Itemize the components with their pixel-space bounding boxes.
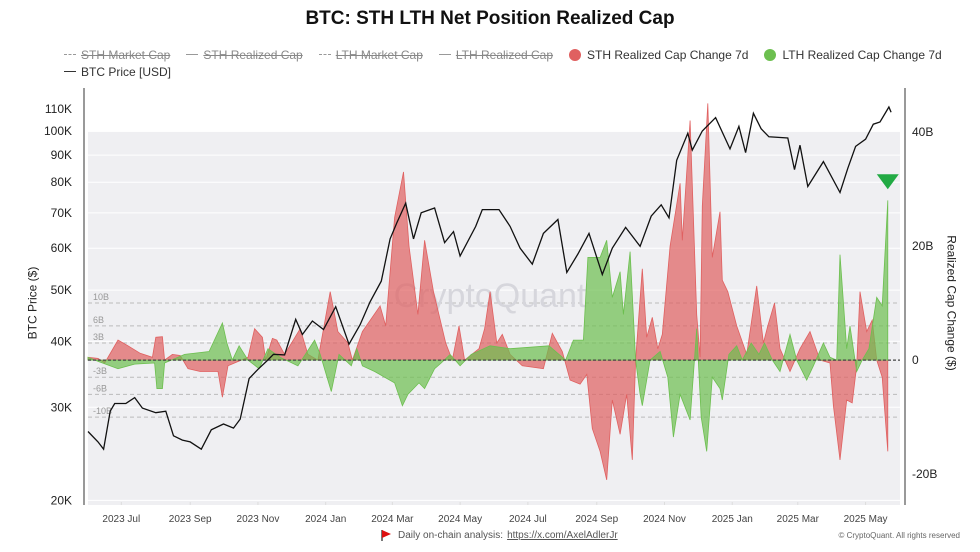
legend-label: STH Market Cap <box>81 47 171 62</box>
x-tick-label: 2024 Sep <box>575 514 618 525</box>
reference-line-label: -3B <box>93 366 107 376</box>
left-tick-label: 80K <box>51 175 72 189</box>
right-axis-title: Realized Cap Change ($) <box>944 235 959 371</box>
x-tick-label: 2024 Jul <box>509 514 547 525</box>
legend-item[interactable]: STH Realized Cap Change 7d <box>569 48 748 62</box>
legend-line-icon <box>318 54 331 55</box>
left-tick-label: 30K <box>51 400 72 414</box>
left-tick-label: 40K <box>51 334 72 348</box>
legend-line-icon <box>64 54 76 55</box>
x-tick-label: 2024 Nov <box>643 514 686 525</box>
x-tick-label: 2024 May <box>438 514 482 525</box>
legend-label: BTC Price [USD] <box>81 64 172 79</box>
footer-link[interactable]: https://x.com/AxelAdlerJr <box>507 529 618 541</box>
legend-item[interactable]: STH Market Cap <box>64 48 170 62</box>
legend-item[interactable]: BTC Price [USD] <box>64 65 171 79</box>
legend-item[interactable]: LTH Market Cap <box>318 47 423 62</box>
area-lth-realized-cap-change-7d <box>87 200 889 452</box>
flag-icon <box>381 530 391 541</box>
legend-item[interactable]: LTH Realized Cap Change 7d <box>764 47 942 62</box>
chart-title: BTC: STH LTH Net Position Realized Cap <box>305 8 675 29</box>
copyright: © CryptoQuant. All rights reserved <box>838 531 961 540</box>
right-tick-label: 20B <box>912 239 933 253</box>
x-tick-label: 2025 May <box>844 514 888 525</box>
plot-background <box>88 131 900 506</box>
marker-triangle-down <box>876 174 899 190</box>
legend: STH Market Cap STH Realized Cap LTH Market… <box>64 46 958 80</box>
legend-label: STH Realized Cap <box>203 47 303 62</box>
reference-line-label: -6B <box>93 383 107 393</box>
footer-text: Daily on-chain analysis: <box>398 529 504 541</box>
legend-line-icon <box>186 54 199 55</box>
x-tick-label: 2024 Jan <box>305 514 346 525</box>
right-tick-label: -20B <box>912 467 937 481</box>
right-tick-label: 0 <box>912 353 919 367</box>
legend-dot-icon <box>764 48 777 61</box>
reference-line-label: 3B <box>93 332 104 342</box>
left-tick-label: 50K <box>51 283 72 297</box>
left-tick-label: 110K <box>45 102 72 116</box>
x-tick-label: 2023 Jul <box>102 514 140 525</box>
left-tick-label: 60K <box>51 241 72 255</box>
left-axis-title: BTC Price ($) <box>25 266 40 340</box>
left-tick-label: 90K <box>51 148 72 162</box>
reference-line-label: 6B <box>93 315 104 325</box>
legend-label: LTH Market Cap <box>335 47 423 62</box>
legend-item[interactable]: LTH Realized Cap <box>438 47 554 62</box>
right-tick-label: 40B <box>912 125 933 139</box>
legend-line-icon <box>64 71 76 72</box>
legend-item[interactable]: STH Realized Cap <box>186 47 303 62</box>
legend-label: STH Realized Cap Change 7d <box>587 47 749 62</box>
x-tick-label: 2023 Sep <box>169 514 212 525</box>
reference-line-label: -10B <box>93 406 112 416</box>
reference-line-label: 10B <box>93 292 109 302</box>
footer: Daily on-chain analysis: https://x.com/A… <box>380 529 618 541</box>
legend-label: LTH Realized Cap <box>455 47 554 62</box>
line-btc-price <box>87 105 892 451</box>
x-tick-label: 2025 Mar <box>777 514 820 525</box>
legend-line-icon <box>438 54 451 55</box>
legend-label: LTH Realized Cap Change 7d <box>782 47 942 62</box>
left-tick-label: 70K <box>51 206 72 220</box>
left-tick-label: 100K <box>44 124 72 138</box>
x-tick-label: 2023 Nov <box>237 514 280 525</box>
x-tick-label: 2024 Mar <box>371 514 414 525</box>
left-tick-label: 20K <box>51 493 72 507</box>
legend-dot-icon <box>569 48 582 61</box>
x-tick-label: 2025 Jan <box>712 514 753 525</box>
